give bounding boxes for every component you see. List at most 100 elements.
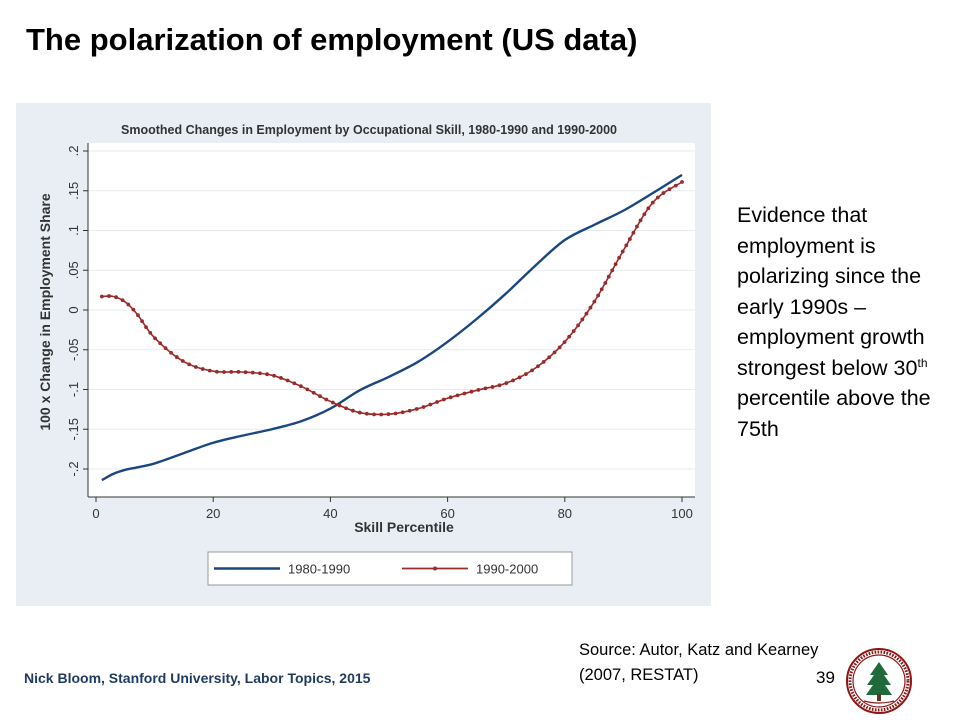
series-point-1990-2000 [140, 319, 144, 324]
series-point-1990-2000 [517, 375, 522, 380]
series-point-1990-2000 [243, 370, 248, 375]
series-point-1990-2000 [350, 408, 355, 413]
series-lines [99, 173, 684, 482]
series-point-1990-2000 [490, 385, 495, 389]
x-tick-label: 80 [558, 506, 572, 521]
series-point-1990-2000 [655, 195, 660, 200]
series-point-1990-2000 [631, 230, 636, 235]
series-point-1990-2000 [504, 381, 509, 385]
series-point-1990-2000 [455, 393, 460, 398]
series-point-1990-2000 [330, 400, 335, 405]
series-point-1990-2000 [667, 187, 672, 192]
x-tick-label: 0 [92, 506, 99, 521]
series-point-1990-2000 [483, 386, 488, 391]
series-point-1990-2000 [187, 362, 192, 367]
chart-legend: 1980-1990 1990-2000 [207, 551, 573, 586]
y-tick-label: .15 [66, 182, 81, 200]
page-number: 39 [816, 668, 835, 687]
series-point-1990-2000 [497, 383, 502, 388]
x-tick-label: 100 [671, 506, 693, 521]
y-axis-label: 100 x Change in Employment Share [37, 193, 53, 431]
series-point-1990-2000 [524, 372, 528, 376]
series-point-1990-2000 [536, 364, 540, 369]
series-point-1990-2000 [547, 355, 552, 360]
series-point-1990-2000 [386, 412, 391, 417]
series-point-1990-2000 [661, 191, 666, 195]
series-point-1990-2000 [207, 368, 212, 373]
series-point-1990-2000 [393, 411, 398, 416]
series-point-1990-2000 [435, 400, 439, 404]
series-point-1990-2000 [407, 408, 412, 413]
stanford-seal-icon [846, 648, 912, 714]
series-point-1990-2000 [236, 369, 241, 374]
series-point-1990-2000 [357, 410, 362, 415]
series-point-1990-2000 [576, 323, 580, 328]
series-line-1980-1990 [101, 173, 683, 482]
series-point-1990-2000 [557, 345, 562, 350]
series-point-1990-2000 [620, 249, 625, 254]
y-tick-label: .2 [66, 146, 81, 157]
series-point-1990-2000 [567, 334, 572, 339]
series-point-1990-2000 [552, 350, 557, 355]
y-tick-label: -.15 [66, 418, 81, 440]
series-point-1990-2000 [584, 311, 589, 316]
series-point-1990-2000 [144, 325, 148, 330]
series-point-1990-2000 [193, 365, 198, 369]
grid-lines [88, 150, 695, 470]
y-tick-label: -.05 [66, 339, 81, 361]
plot-area [88, 143, 695, 497]
series-point-1990-2000 [99, 294, 104, 299]
series-point-1990-2000 [258, 371, 262, 376]
series-point-1990-2000 [414, 407, 419, 411]
series-point-1990-2000 [200, 367, 205, 371]
x-tick-label: 40 [323, 506, 337, 521]
series-point-1990-2000 [250, 370, 255, 375]
series-point-1990-2000 [180, 359, 185, 363]
series-point-1990-2000 [400, 410, 405, 415]
series-point-1990-2000 [599, 287, 604, 292]
series-point-1990-2000 [131, 307, 136, 312]
series-point-1990-2000 [229, 370, 234, 374]
series-point-1990-2000 [511, 378, 515, 383]
y-tick-label: .1 [66, 225, 81, 236]
series-point-1990-2000 [337, 403, 342, 408]
y-tick-label: -.2 [66, 461, 81, 476]
series-point-1990-2000 [372, 412, 376, 417]
series-point-1990-2000 [592, 299, 597, 304]
series-point-1990-2000 [285, 378, 290, 383]
series-point-1990-2000 [272, 373, 276, 378]
chart-panel: Smoothed Changes in Employment by Occupa… [16, 103, 711, 606]
x-axis-label: Skill Percentile [354, 519, 454, 535]
y-tick-label: -.1 [66, 382, 81, 397]
series-point-1990-2000 [174, 355, 179, 359]
series-point-1990-2000 [153, 336, 157, 341]
legend-label-1990-2000: 1990-2000 [476, 562, 538, 577]
series-point-1990-2000 [624, 243, 629, 248]
y-tick-label: .05 [66, 261, 81, 279]
employment-chart: Smoothed Changes in Employment by Occupa… [37, 123, 695, 586]
series-point-1990-2000 [136, 313, 140, 318]
series-point-1990-2000 [596, 293, 601, 298]
series-point-1990-2000 [635, 224, 639, 229]
y-tick-label: 0 [66, 306, 81, 313]
series-point-1990-2000 [421, 405, 426, 409]
series-point-1990-2000 [476, 388, 481, 392]
evidence-text: Evidence that employment is polarizing s… [737, 200, 957, 444]
evidence-text-part2: percentile above the 75th [737, 386, 931, 441]
series-point-1990-2000 [571, 329, 576, 333]
series-point-1990-2000 [169, 350, 173, 355]
series-point-1990-2000 [279, 376, 283, 380]
legend-label-1980-1990: 1980-1990 [288, 562, 350, 577]
series-point-1990-2000 [646, 206, 651, 211]
series-point-1990-2000 [627, 237, 632, 241]
series-point-1990-2000 [680, 180, 684, 184]
series-point-1990-2000 [163, 346, 168, 351]
series-point-1990-2000 [148, 331, 153, 335]
series-point-1990-2000 [298, 384, 303, 389]
series-point-1990-2000 [530, 368, 534, 373]
series-point-1990-2000 [305, 387, 310, 392]
series-point-1990-2000 [126, 302, 131, 307]
series-point-1990-2000 [222, 370, 226, 374]
source-citation: Source: Autor, Katz and Kearney (2007, R… [579, 641, 819, 684]
series-point-1990-2000 [448, 395, 453, 400]
